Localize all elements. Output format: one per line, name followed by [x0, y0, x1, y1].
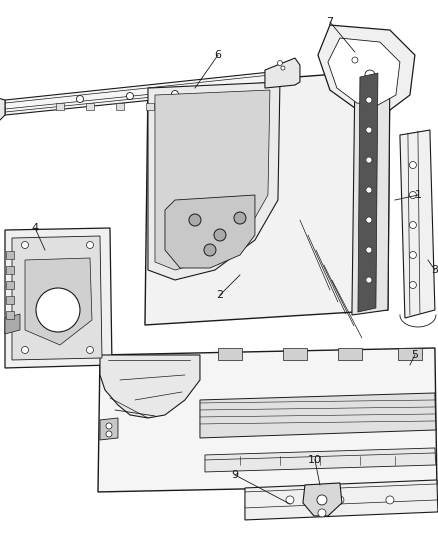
Text: 1: 1	[414, 190, 421, 200]
Polygon shape	[6, 296, 14, 304]
Text: 5: 5	[411, 350, 418, 360]
Polygon shape	[5, 314, 20, 334]
Circle shape	[36, 288, 80, 332]
Circle shape	[366, 277, 372, 283]
Circle shape	[386, 496, 394, 504]
Polygon shape	[100, 355, 200, 418]
Polygon shape	[155, 90, 270, 270]
Polygon shape	[86, 103, 94, 110]
Circle shape	[234, 212, 246, 224]
Circle shape	[366, 127, 372, 133]
Polygon shape	[211, 103, 219, 110]
Circle shape	[366, 187, 372, 193]
Polygon shape	[245, 480, 438, 520]
Circle shape	[410, 252, 417, 259]
Polygon shape	[5, 228, 112, 368]
Polygon shape	[303, 483, 342, 516]
Circle shape	[106, 431, 112, 437]
Polygon shape	[100, 418, 118, 440]
Polygon shape	[318, 25, 415, 110]
Circle shape	[336, 496, 344, 504]
Circle shape	[21, 241, 28, 248]
Polygon shape	[181, 103, 189, 110]
Polygon shape	[116, 103, 124, 110]
Polygon shape	[265, 58, 300, 88]
Text: 4: 4	[32, 223, 39, 233]
Polygon shape	[98, 348, 437, 492]
Circle shape	[189, 214, 201, 226]
Circle shape	[21, 346, 28, 353]
Circle shape	[127, 93, 134, 100]
Polygon shape	[328, 38, 400, 105]
Polygon shape	[398, 348, 422, 360]
Polygon shape	[56, 103, 64, 110]
Circle shape	[410, 281, 417, 288]
Circle shape	[318, 509, 326, 517]
Polygon shape	[338, 348, 362, 360]
Text: 9: 9	[231, 470, 239, 480]
Circle shape	[281, 66, 285, 70]
Polygon shape	[200, 393, 436, 438]
Circle shape	[365, 70, 375, 80]
Text: 2: 2	[216, 290, 223, 300]
Polygon shape	[146, 103, 154, 110]
Text: 3: 3	[431, 265, 438, 275]
Circle shape	[171, 91, 178, 98]
Circle shape	[352, 57, 358, 63]
Polygon shape	[12, 236, 102, 360]
Circle shape	[277, 61, 283, 66]
Polygon shape	[6, 311, 14, 319]
Circle shape	[77, 95, 84, 102]
Circle shape	[317, 495, 327, 505]
Polygon shape	[6, 266, 14, 274]
Polygon shape	[358, 73, 378, 312]
Polygon shape	[6, 251, 14, 259]
Text: 7: 7	[326, 17, 333, 27]
Text: 10: 10	[308, 455, 322, 465]
Polygon shape	[6, 281, 14, 289]
Polygon shape	[145, 70, 390, 325]
Polygon shape	[241, 103, 249, 110]
Circle shape	[366, 247, 372, 253]
Circle shape	[366, 157, 372, 163]
Polygon shape	[165, 195, 255, 268]
Polygon shape	[218, 348, 242, 360]
Polygon shape	[25, 258, 92, 345]
Polygon shape	[0, 98, 5, 120]
Text: 6: 6	[215, 50, 222, 60]
Circle shape	[366, 97, 372, 103]
Polygon shape	[205, 448, 436, 472]
Circle shape	[106, 423, 112, 429]
Polygon shape	[283, 348, 307, 360]
Polygon shape	[400, 130, 435, 318]
Circle shape	[86, 346, 93, 353]
Circle shape	[204, 244, 216, 256]
Circle shape	[410, 222, 417, 229]
Circle shape	[366, 217, 372, 223]
Polygon shape	[148, 82, 280, 280]
Circle shape	[86, 241, 93, 248]
Polygon shape	[352, 70, 390, 315]
Polygon shape	[5, 72, 270, 115]
Circle shape	[410, 161, 417, 168]
Circle shape	[214, 229, 226, 241]
Circle shape	[286, 496, 294, 504]
Circle shape	[410, 191, 417, 198]
